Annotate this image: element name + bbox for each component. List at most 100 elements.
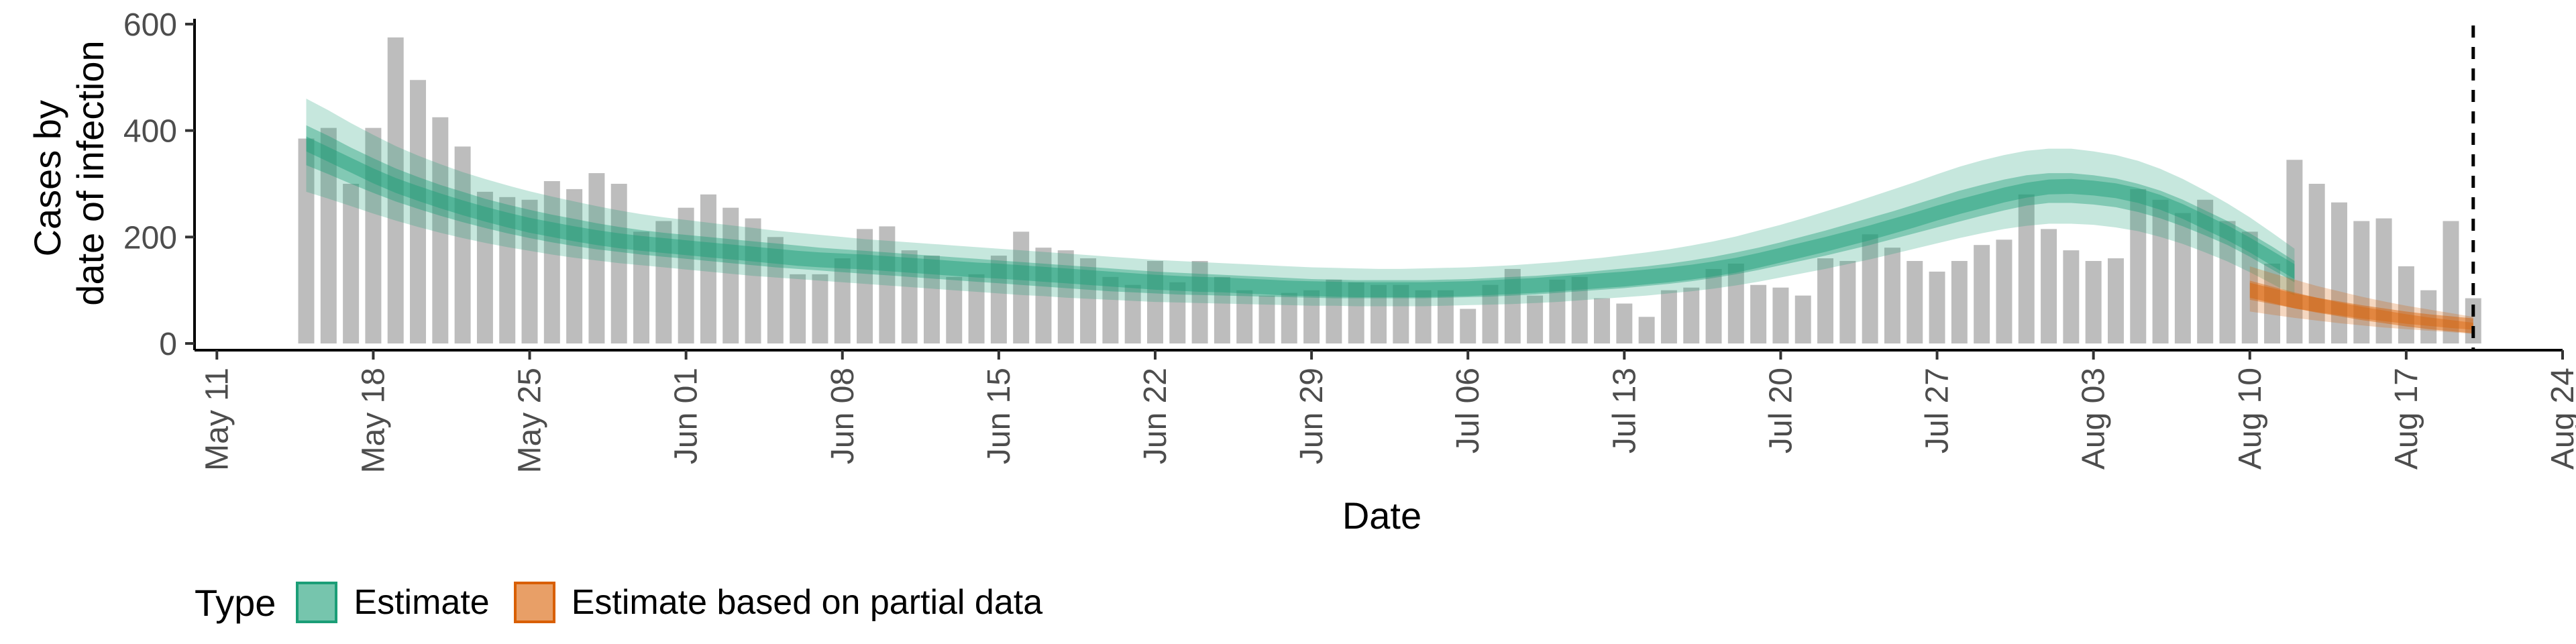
case-bar [1974, 245, 1990, 343]
case-bar [2443, 221, 2459, 343]
legend-label-estimate: Estimate [354, 583, 490, 622]
case-bar [1326, 279, 1342, 343]
case-bar [946, 276, 963, 343]
case-bar [1929, 271, 1945, 343]
case-bar [2018, 194, 2035, 343]
case-bar [2308, 183, 2325, 343]
x-tick-label: Jul 20 [1763, 368, 1799, 453]
y-tick-label: 0 [159, 327, 177, 362]
case-bar [1527, 295, 1544, 343]
ribbon-outer-0 [306, 99, 2295, 307]
case-bar [1482, 284, 1499, 343]
x-tick-label: Jun 22 [1138, 368, 1173, 464]
y-axis-title-line-1: Cases by [26, 100, 68, 256]
case-bar [633, 231, 650, 343]
case-bar [767, 237, 784, 343]
case-bar [1258, 295, 1275, 343]
case-bar [990, 256, 1007, 343]
case-bar [1013, 231, 1030, 343]
case-bar [700, 194, 716, 343]
case-bar [1460, 309, 1477, 343]
case-bar [1817, 258, 1834, 343]
case-bar [1437, 290, 1454, 343]
case-bar [2375, 218, 2392, 343]
case-bar [1772, 287, 1789, 343]
ribbon-inner-0 [306, 125, 2295, 299]
legend-label-partial-estimate: Estimate based on partial data [571, 583, 1043, 622]
case-bar [2152, 199, 2169, 343]
y-axis-ticks: 0 200 400 600 [123, 7, 195, 362]
case-bar [1683, 287, 1700, 343]
case-bar [1146, 261, 1163, 343]
case-bar [1504, 268, 1521, 343]
case-bar [1057, 250, 1074, 343]
case-bar [1638, 317, 1655, 343]
x-tick-label: Aug 10 [2233, 368, 2268, 470]
case-bar [1839, 261, 1856, 343]
case-bar [2330, 202, 2347, 343]
case-bar [410, 80, 427, 343]
case-bar [2353, 221, 2370, 343]
case-bar [1169, 282, 1186, 343]
case-bar [588, 173, 605, 343]
x-axis-ticks: May 11 May 18 May 25 Jun 01 Jun 08 Jun 15 Jun … [199, 350, 2576, 473]
cases-by-infection-chart: 0 200 400 600 May 11 May 18 May 25 Jun 01 Jun 0… [26, 7, 2576, 537]
case-bar [834, 258, 851, 343]
case-bar [499, 197, 516, 343]
case-bar [1727, 263, 1744, 343]
x-tick-label: Jun 29 [1294, 368, 1330, 464]
case-bar [1951, 261, 1968, 343]
x-tick-label: May 18 [356, 368, 391, 473]
case-bar [365, 127, 382, 343]
case-bar [387, 37, 404, 343]
case-bar [1035, 248, 1052, 343]
case-bar [1549, 279, 1566, 343]
y-tick-label: 200 [123, 220, 177, 256]
x-tick-label: Aug 24 [2545, 368, 2576, 470]
x-tick-label: Jun 08 [825, 368, 861, 464]
x-tick-label: Aug 03 [2076, 368, 2112, 470]
case-bar [2130, 189, 2147, 343]
case-bar [432, 117, 449, 344]
case-bar [1862, 234, 1878, 343]
case-bar [2420, 290, 2437, 343]
case-bar [1348, 282, 1364, 343]
case-bar [901, 250, 918, 343]
x-tick-label: Jul 13 [1607, 368, 1642, 453]
y-tick-label: 600 [123, 7, 177, 43]
case-bar [1594, 298, 1611, 343]
ribbon-median-0 [306, 136, 2295, 297]
x-tick-label: Jul 27 [1920, 368, 1955, 453]
case-bar [2107, 258, 2124, 343]
legend-key-estimate [296, 582, 338, 623]
case-bar [2174, 213, 2191, 343]
axes [193, 19, 2563, 352]
case-bar [879, 226, 896, 343]
case-bar [1371, 284, 1387, 343]
case-bar [790, 274, 806, 343]
ribbon-inner-1 [2249, 280, 2473, 330]
case-bar [745, 218, 761, 343]
case-bar [722, 207, 739, 343]
case-bar [857, 229, 873, 343]
case-bar [812, 274, 828, 343]
x-tick-label: Jun 15 [981, 368, 1017, 464]
case-bar [1191, 261, 1208, 343]
y-axis-title: Cases by date of infection [26, 40, 111, 305]
x-tick-label: Jul 06 [1450, 368, 1486, 453]
case-bar [2085, 261, 2102, 343]
case-bar [923, 256, 940, 343]
case-bar [1660, 290, 1677, 343]
case-bar [2197, 199, 2214, 343]
case-bar [1214, 276, 1230, 343]
case-bar [1080, 258, 1097, 343]
x-tick-label: May 25 [513, 368, 548, 473]
case-bar [2264, 263, 2281, 343]
case-bar [543, 181, 560, 343]
case-bar [2398, 266, 2414, 343]
y-axis-title-line-2: date of infection [69, 40, 111, 305]
case-bar [678, 207, 694, 343]
case-bar [2041, 229, 2057, 343]
x-tick-label: May 11 [199, 368, 235, 471]
bars-layer [298, 37, 2481, 344]
